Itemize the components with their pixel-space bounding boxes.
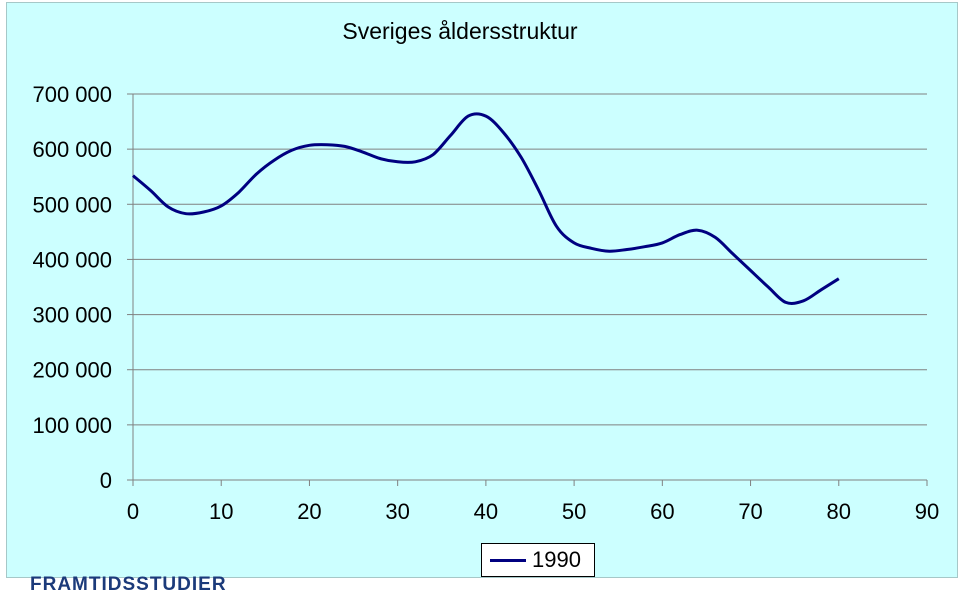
y-tick-label: 300 000 bbox=[32, 303, 112, 328]
series-line-1990 bbox=[132, 112, 840, 305]
x-tick-label: 90 bbox=[915, 499, 939, 524]
y-tick-label: 700 000 bbox=[32, 82, 112, 107]
x-tick-label: 40 bbox=[474, 499, 498, 524]
legend: 1990 bbox=[481, 543, 595, 577]
y-tick-label: 0 bbox=[100, 468, 112, 493]
x-tick-label: 80 bbox=[827, 499, 851, 524]
chart-title: Sveriges åldersstruktur bbox=[342, 18, 578, 44]
y-tick-label: 500 000 bbox=[32, 192, 112, 217]
x-tick-label: 20 bbox=[297, 499, 321, 524]
chart-area: Sveriges åldersstruktur 0 100 000 200 000 30… bbox=[6, 2, 958, 578]
x-tick-label: 30 bbox=[385, 499, 409, 524]
x-tick-label: 0 bbox=[127, 499, 139, 524]
chart-svg: Sveriges åldersstruktur 0 100 000 200 000 30… bbox=[32, 18, 939, 524]
x-tick-label: 70 bbox=[738, 499, 762, 524]
y-tick-label: 100 000 bbox=[32, 413, 112, 438]
legend-swatch bbox=[490, 558, 526, 562]
y-tick-label: 200 000 bbox=[32, 358, 112, 383]
legend-label: 1990 bbox=[532, 547, 581, 572]
logo: FRAMTIDSSTUDIER bbox=[30, 574, 227, 595]
y-tick-label: 600 000 bbox=[32, 137, 112, 162]
x-tick-label: 50 bbox=[562, 499, 586, 524]
y-tick-label: 400 000 bbox=[32, 247, 112, 272]
x-tick-label: 60 bbox=[650, 499, 674, 524]
x-tick-label: 10 bbox=[209, 499, 233, 524]
